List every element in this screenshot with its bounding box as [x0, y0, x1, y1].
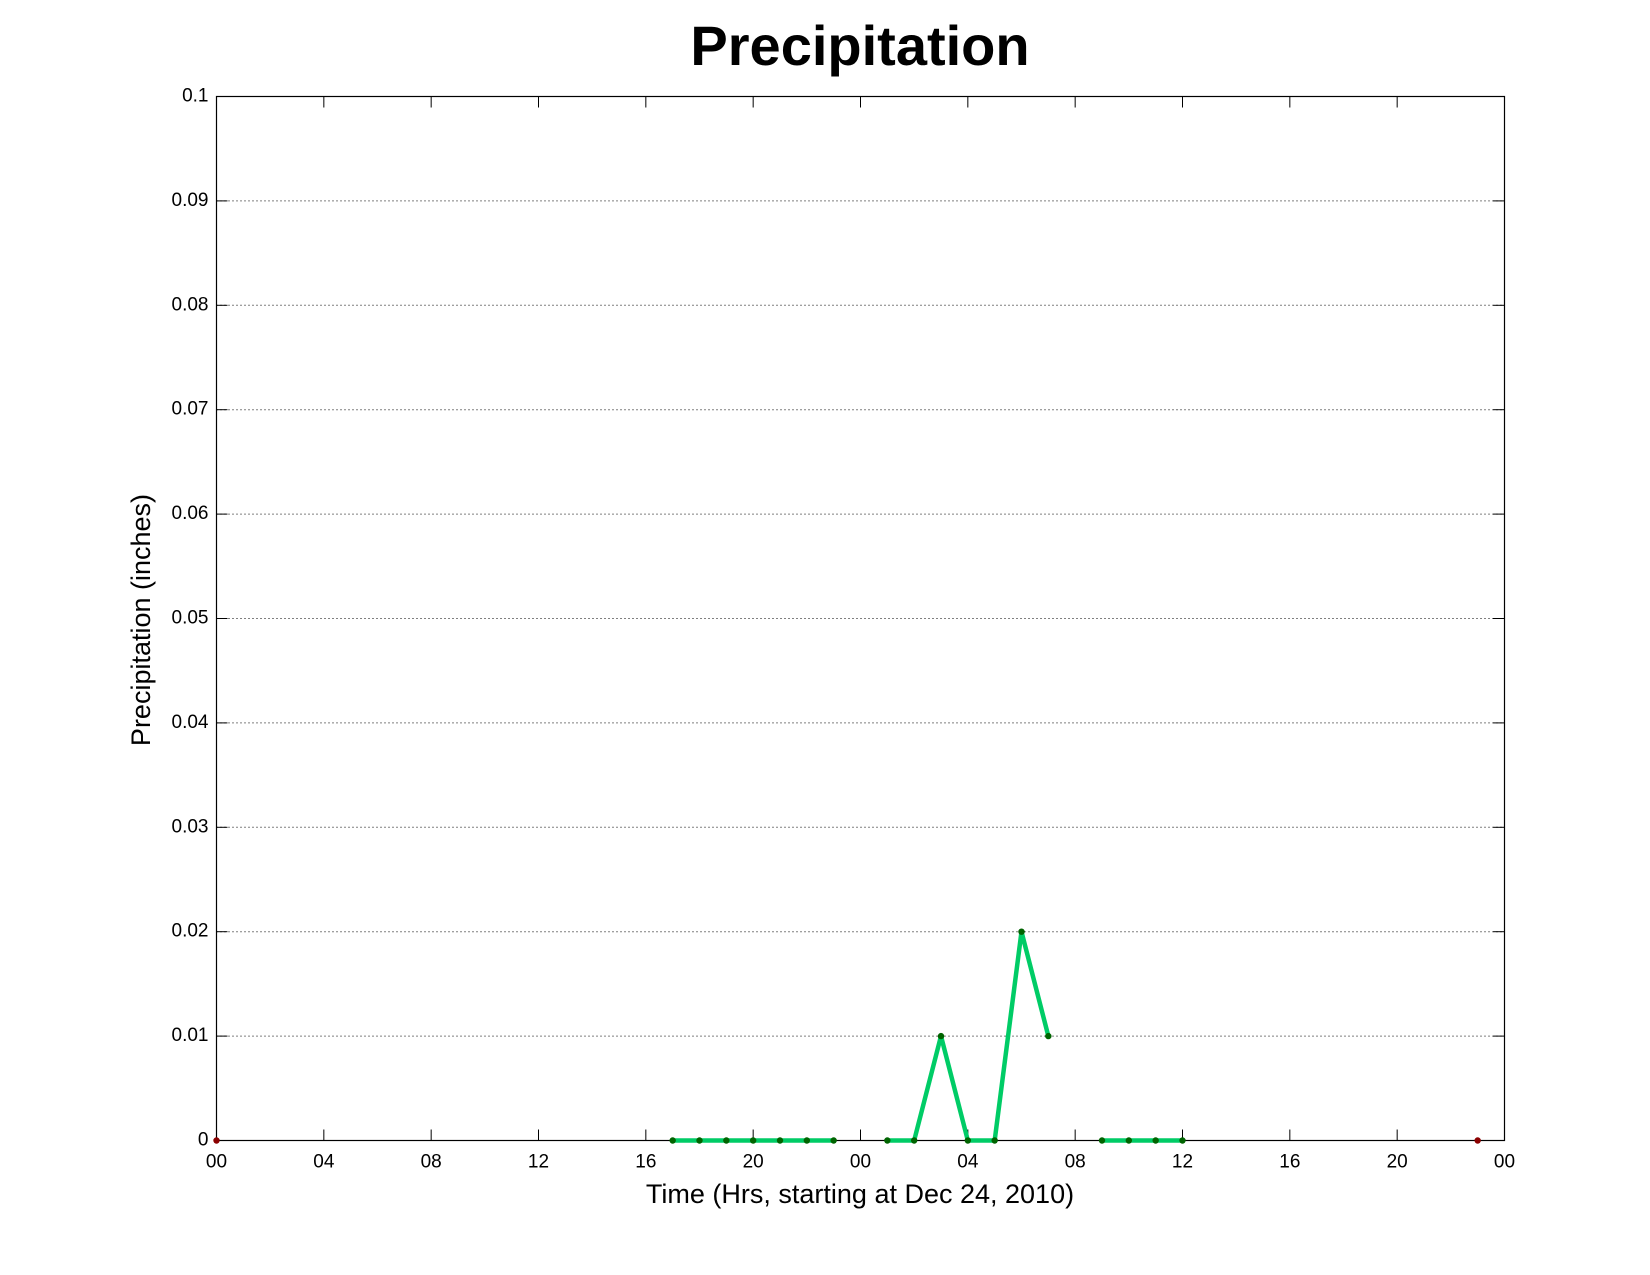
- data-point: [937, 1032, 945, 1040]
- x-tick-label: 20: [1387, 1152, 1408, 1173]
- data-point: [1098, 1137, 1106, 1144]
- data-point: [1045, 1032, 1052, 1040]
- y-axis-label: Precipitation (inches): [126, 494, 156, 746]
- y-tick-label: 0.03: [172, 816, 209, 837]
- y-tick-label: 0.01: [172, 1025, 209, 1046]
- data-point: [991, 1137, 998, 1144]
- data-point: [964, 1137, 972, 1144]
- data-point: [1474, 1137, 1481, 1144]
- data-point: [830, 1137, 837, 1144]
- data-point: [213, 1137, 220, 1144]
- data-point: [803, 1137, 811, 1144]
- x-tick-label: 00: [1494, 1152, 1515, 1173]
- x-tick-label: 20: [743, 1152, 764, 1173]
- y-tick-label: 0.1: [182, 86, 208, 107]
- x-tick-label: 16: [635, 1152, 656, 1173]
- x-tick-label: 04: [957, 1152, 979, 1173]
- data-point: [696, 1137, 703, 1144]
- x-tick-label: 12: [1172, 1152, 1193, 1173]
- data-point: [723, 1137, 730, 1144]
- y-tick-label: 0.04: [172, 712, 209, 733]
- data-point: [1018, 928, 1025, 935]
- x-tick-label: 08: [1065, 1152, 1086, 1173]
- data-point: [669, 1137, 676, 1144]
- x-tick-label: 00: [206, 1152, 227, 1173]
- data-point: [884, 1137, 891, 1144]
- y-tick-label: 0.07: [172, 399, 209, 420]
- x-tick-label: 00: [850, 1152, 871, 1173]
- x-tick-label: 12: [528, 1152, 549, 1173]
- y-tick-label: 0.06: [172, 503, 209, 524]
- x-tick-label: 04: [313, 1152, 335, 1173]
- x-tick-label: 08: [421, 1152, 442, 1173]
- data-point: [1152, 1137, 1159, 1144]
- y-tick-label: 0: [198, 1130, 209, 1151]
- plot-frame: [215, 95, 1506, 1142]
- chart-title: Precipitation: [690, 14, 1029, 77]
- x-tick-label: 16: [1279, 1152, 1300, 1173]
- data-point: [1179, 1137, 1186, 1144]
- data-point: [1125, 1137, 1133, 1144]
- y-tick-label: 0.08: [172, 294, 209, 315]
- y-tick-label: 0.02: [172, 921, 209, 942]
- y-tick-label: 0.05: [172, 608, 209, 629]
- data-point: [776, 1137, 784, 1144]
- y-tick-label: 0.09: [172, 190, 209, 211]
- x-axis-label: Time (Hrs, starting at Dec 24, 2010): [646, 1179, 1074, 1209]
- data-point: [749, 1137, 757, 1144]
- data-point: [910, 1137, 918, 1144]
